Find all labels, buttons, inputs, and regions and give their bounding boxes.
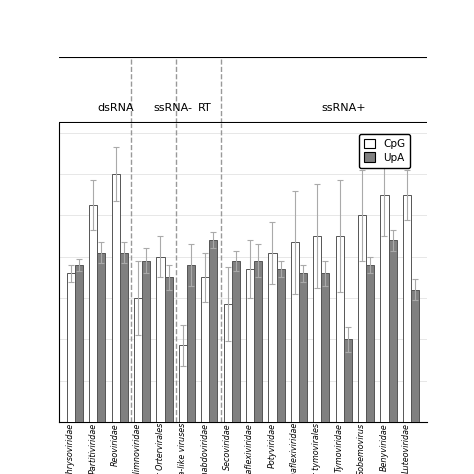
Bar <box>276 269 284 422</box>
Text: ssRNA+: ssRNA+ <box>321 103 366 113</box>
Bar <box>336 236 344 422</box>
Bar <box>411 290 419 422</box>
Bar <box>67 273 75 422</box>
Bar <box>210 240 218 422</box>
Bar <box>134 298 142 422</box>
Bar <box>142 261 150 422</box>
Bar <box>313 236 321 422</box>
Bar <box>97 253 105 422</box>
Bar <box>179 346 187 422</box>
Text: dsRNA: dsRNA <box>97 103 134 113</box>
Bar <box>321 273 329 422</box>
Bar <box>164 277 173 422</box>
Legend: CpG, UpA: CpG, UpA <box>359 134 410 168</box>
Bar <box>389 240 397 422</box>
Bar <box>75 265 83 422</box>
Bar <box>156 257 164 422</box>
Text: ssRNA-: ssRNA- <box>153 103 192 113</box>
Bar <box>112 174 120 422</box>
Bar <box>366 265 374 422</box>
Bar <box>232 261 240 422</box>
Bar <box>120 253 128 422</box>
Bar <box>224 304 232 422</box>
Bar <box>187 265 195 422</box>
Bar <box>403 195 411 422</box>
Bar <box>268 253 276 422</box>
Bar <box>254 261 262 422</box>
Text: RT: RT <box>198 103 212 113</box>
Bar <box>246 269 254 422</box>
Bar <box>89 205 97 422</box>
Bar <box>381 195 389 422</box>
Bar <box>344 339 352 422</box>
Bar <box>299 273 307 422</box>
Bar <box>291 242 299 422</box>
Bar <box>201 277 210 422</box>
Bar <box>358 216 366 422</box>
